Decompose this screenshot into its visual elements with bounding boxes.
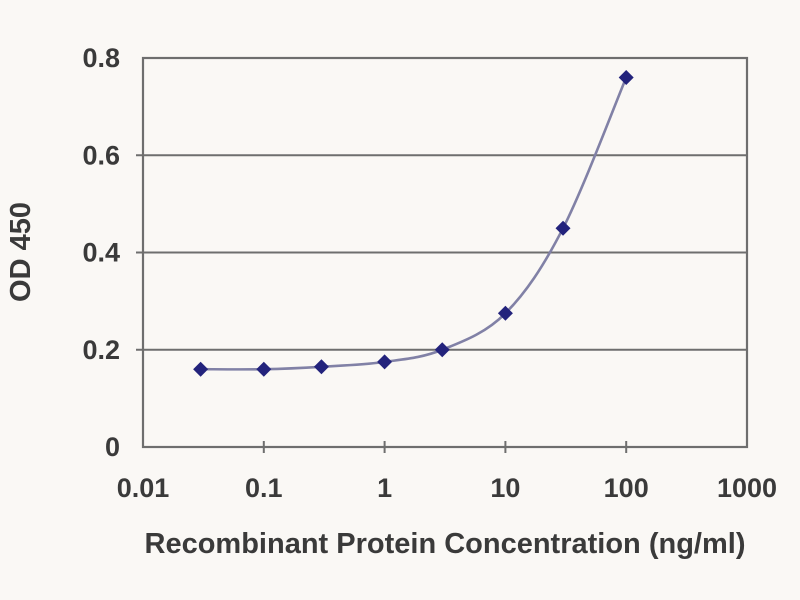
data-point-marker (193, 361, 209, 377)
data-point-marker (618, 69, 634, 85)
y-tick-label: 0.8 (82, 43, 120, 73)
y-axis-title: OD 450 (5, 202, 37, 302)
data-point-marker (256, 361, 272, 377)
x-tick-label: 1000 (717, 473, 777, 503)
x-tick-label: 1 (377, 473, 392, 503)
chart-plot-area: 0.01 0.1 1 10 100 1000 0 0.2 0.4 0.6 0.8 (82, 43, 777, 503)
data-point-marker (497, 305, 513, 321)
data-point-marker (313, 359, 329, 375)
x-tick-label: 0.01 (117, 473, 170, 503)
data-point-marker (377, 354, 393, 370)
x-axis-title: Recombinant Protein Concentration (ng/ml… (145, 528, 746, 560)
data-point-marker (555, 220, 571, 236)
y-tick-label: 0 (105, 432, 120, 462)
x-tick-label: 10 (490, 473, 520, 503)
data-point-marker (434, 342, 450, 358)
x-tick-label: 0.1 (245, 473, 283, 503)
x-tick-label: 100 (604, 473, 649, 503)
y-tick-label: 0.6 (82, 140, 120, 170)
y-tick-label: 0.2 (82, 335, 120, 365)
y-tick-label: 0.4 (82, 238, 120, 268)
